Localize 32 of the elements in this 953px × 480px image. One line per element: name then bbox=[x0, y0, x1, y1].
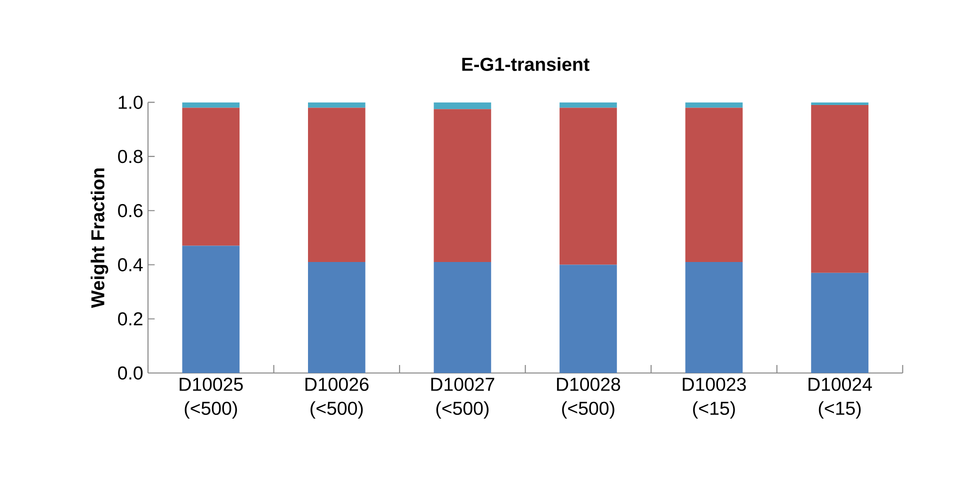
x-tick-label: D10024 (<15) bbox=[808, 378, 872, 419]
bar bbox=[560, 108, 617, 265]
bar bbox=[685, 262, 743, 374]
bar bbox=[434, 262, 492, 374]
bar bbox=[685, 102, 743, 108]
y-tick-label: 0.6 bbox=[118, 204, 142, 218]
bar bbox=[434, 102, 492, 110]
x-tick-label: D10028 (<500) bbox=[557, 378, 620, 419]
bar bbox=[811, 272, 868, 374]
y-tick-label: 1.0 bbox=[118, 96, 143, 109]
x-tick-label: D10025 (<500) bbox=[180, 378, 243, 419]
bar bbox=[685, 108, 743, 262]
bar bbox=[811, 105, 868, 273]
bar bbox=[560, 264, 617, 374]
bar bbox=[182, 102, 240, 108]
y-tick-label: 0.4 bbox=[118, 258, 143, 272]
bar bbox=[560, 102, 617, 108]
y-axis-title: Weight Fraction bbox=[90, 168, 108, 308]
x-tick-label: D10027 (<500) bbox=[431, 378, 494, 419]
bar bbox=[308, 108, 366, 262]
y-tick-label: 0.0 bbox=[118, 366, 143, 380]
chart-title: E-G1-transient bbox=[462, 57, 590, 71]
bar bbox=[182, 108, 240, 246]
y-tick-label: 0.2 bbox=[118, 312, 142, 326]
bar bbox=[434, 109, 492, 262]
y-tick-label: 0.8 bbox=[118, 150, 142, 164]
bar bbox=[182, 246, 240, 374]
bar bbox=[308, 102, 366, 108]
x-tick-label: D10026 (<500) bbox=[306, 378, 369, 419]
bar bbox=[811, 102, 868, 106]
x-tick-label: D10023 (<15) bbox=[682, 378, 746, 419]
bar bbox=[308, 262, 366, 374]
